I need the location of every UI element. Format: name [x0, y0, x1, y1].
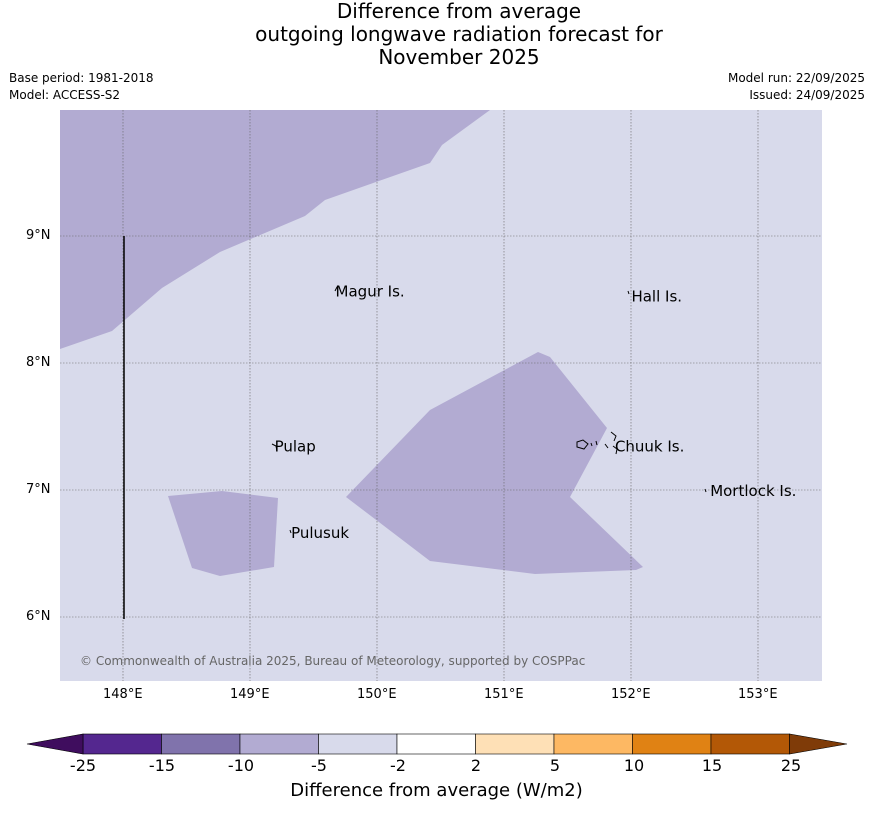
attribution: © Commonwealth of Australia 2025, Bureau…: [80, 654, 585, 668]
place-label: Hall Is.: [631, 288, 682, 306]
lat-label-6: 6°N: [26, 609, 51, 624]
pulap-island-icon: [271, 443, 278, 452]
magur-island-icon: [334, 285, 340, 292]
chart-title-line2: outgoing longwave radiation forecast for: [255, 22, 663, 46]
place-label: Pulusuk: [291, 524, 349, 542]
colorbar-segment: [475, 733, 555, 755]
place-label: Pulap: [275, 438, 316, 456]
anomaly-region-southwest: [168, 491, 278, 576]
anomaly-region-north: [60, 110, 490, 349]
pulusuk-island-icon: [289, 529, 292, 534]
hall-island-icon: [627, 290, 630, 295]
colorbar-segment: [396, 733, 476, 755]
gridlines: [60, 110, 822, 681]
model-name: Model: ACCESS-S2: [9, 88, 121, 102]
issued-date: Issued: 24/09/2025: [749, 88, 865, 102]
colorbar-tick-label: -15: [148, 756, 176, 775]
lon-label-148: 148°E: [103, 687, 143, 702]
place-label: Mortlock Is.: [710, 482, 796, 500]
colorbar-tick-label: 15: [701, 756, 723, 775]
colorbar-tick-label: 25: [780, 756, 802, 775]
lon-label-150: 150°E: [357, 687, 397, 702]
anomaly-region-central: [346, 352, 643, 574]
colorbar-extend-low: [26, 733, 84, 755]
lon-label-151: 151°E: [484, 687, 524, 702]
colorbar-segment: [710, 733, 790, 755]
colorbar-extend-high: [789, 733, 848, 755]
colorbar-tick-label: -5: [311, 756, 327, 775]
lon-label-153: 153°E: [738, 687, 778, 702]
model-run: Model run: 22/09/2025: [727, 71, 865, 85]
lat-label-7: 7°N: [26, 482, 51, 497]
colorbar-tick-label: -25: [69, 756, 97, 775]
colorbar-tick-label: 2: [470, 756, 482, 775]
colorbar-tick-label: 5: [549, 756, 561, 775]
lat-label-9: 9°N: [26, 228, 51, 243]
colorbar-segment: [239, 733, 319, 755]
colorbar-segment: [161, 733, 241, 755]
lon-label-149: 149°E: [230, 687, 270, 702]
colorbar-tick-label: -10: [227, 756, 255, 775]
colorbar-segment: [82, 733, 162, 755]
colorbar-title: Difference from average (W/m2): [290, 780, 583, 801]
islands: [271, 285, 707, 534]
chuuk-island-icon: [576, 431, 618, 455]
base-period: Base period: 1981-2018: [9, 71, 154, 85]
colorbar-segment: [318, 733, 398, 755]
colorbar-tick-label: -2: [390, 756, 406, 775]
lat-label-8: 8°N: [26, 355, 51, 370]
lon-label-152: 152°E: [611, 687, 651, 702]
chart-title-line1: Difference from average: [336, 0, 582, 23]
colorbar: [26, 733, 848, 755]
colorbar-tick-label: 10: [623, 756, 645, 775]
place-label: Magur Is.: [336, 283, 405, 301]
place-label: Chuuk Is.: [615, 438, 684, 456]
colorbar-segment: [632, 733, 712, 755]
mortlock-island-icon: [704, 488, 707, 493]
colorbar-segment: [553, 733, 633, 755]
chart-title-line3: November 2025: [378, 45, 540, 69]
